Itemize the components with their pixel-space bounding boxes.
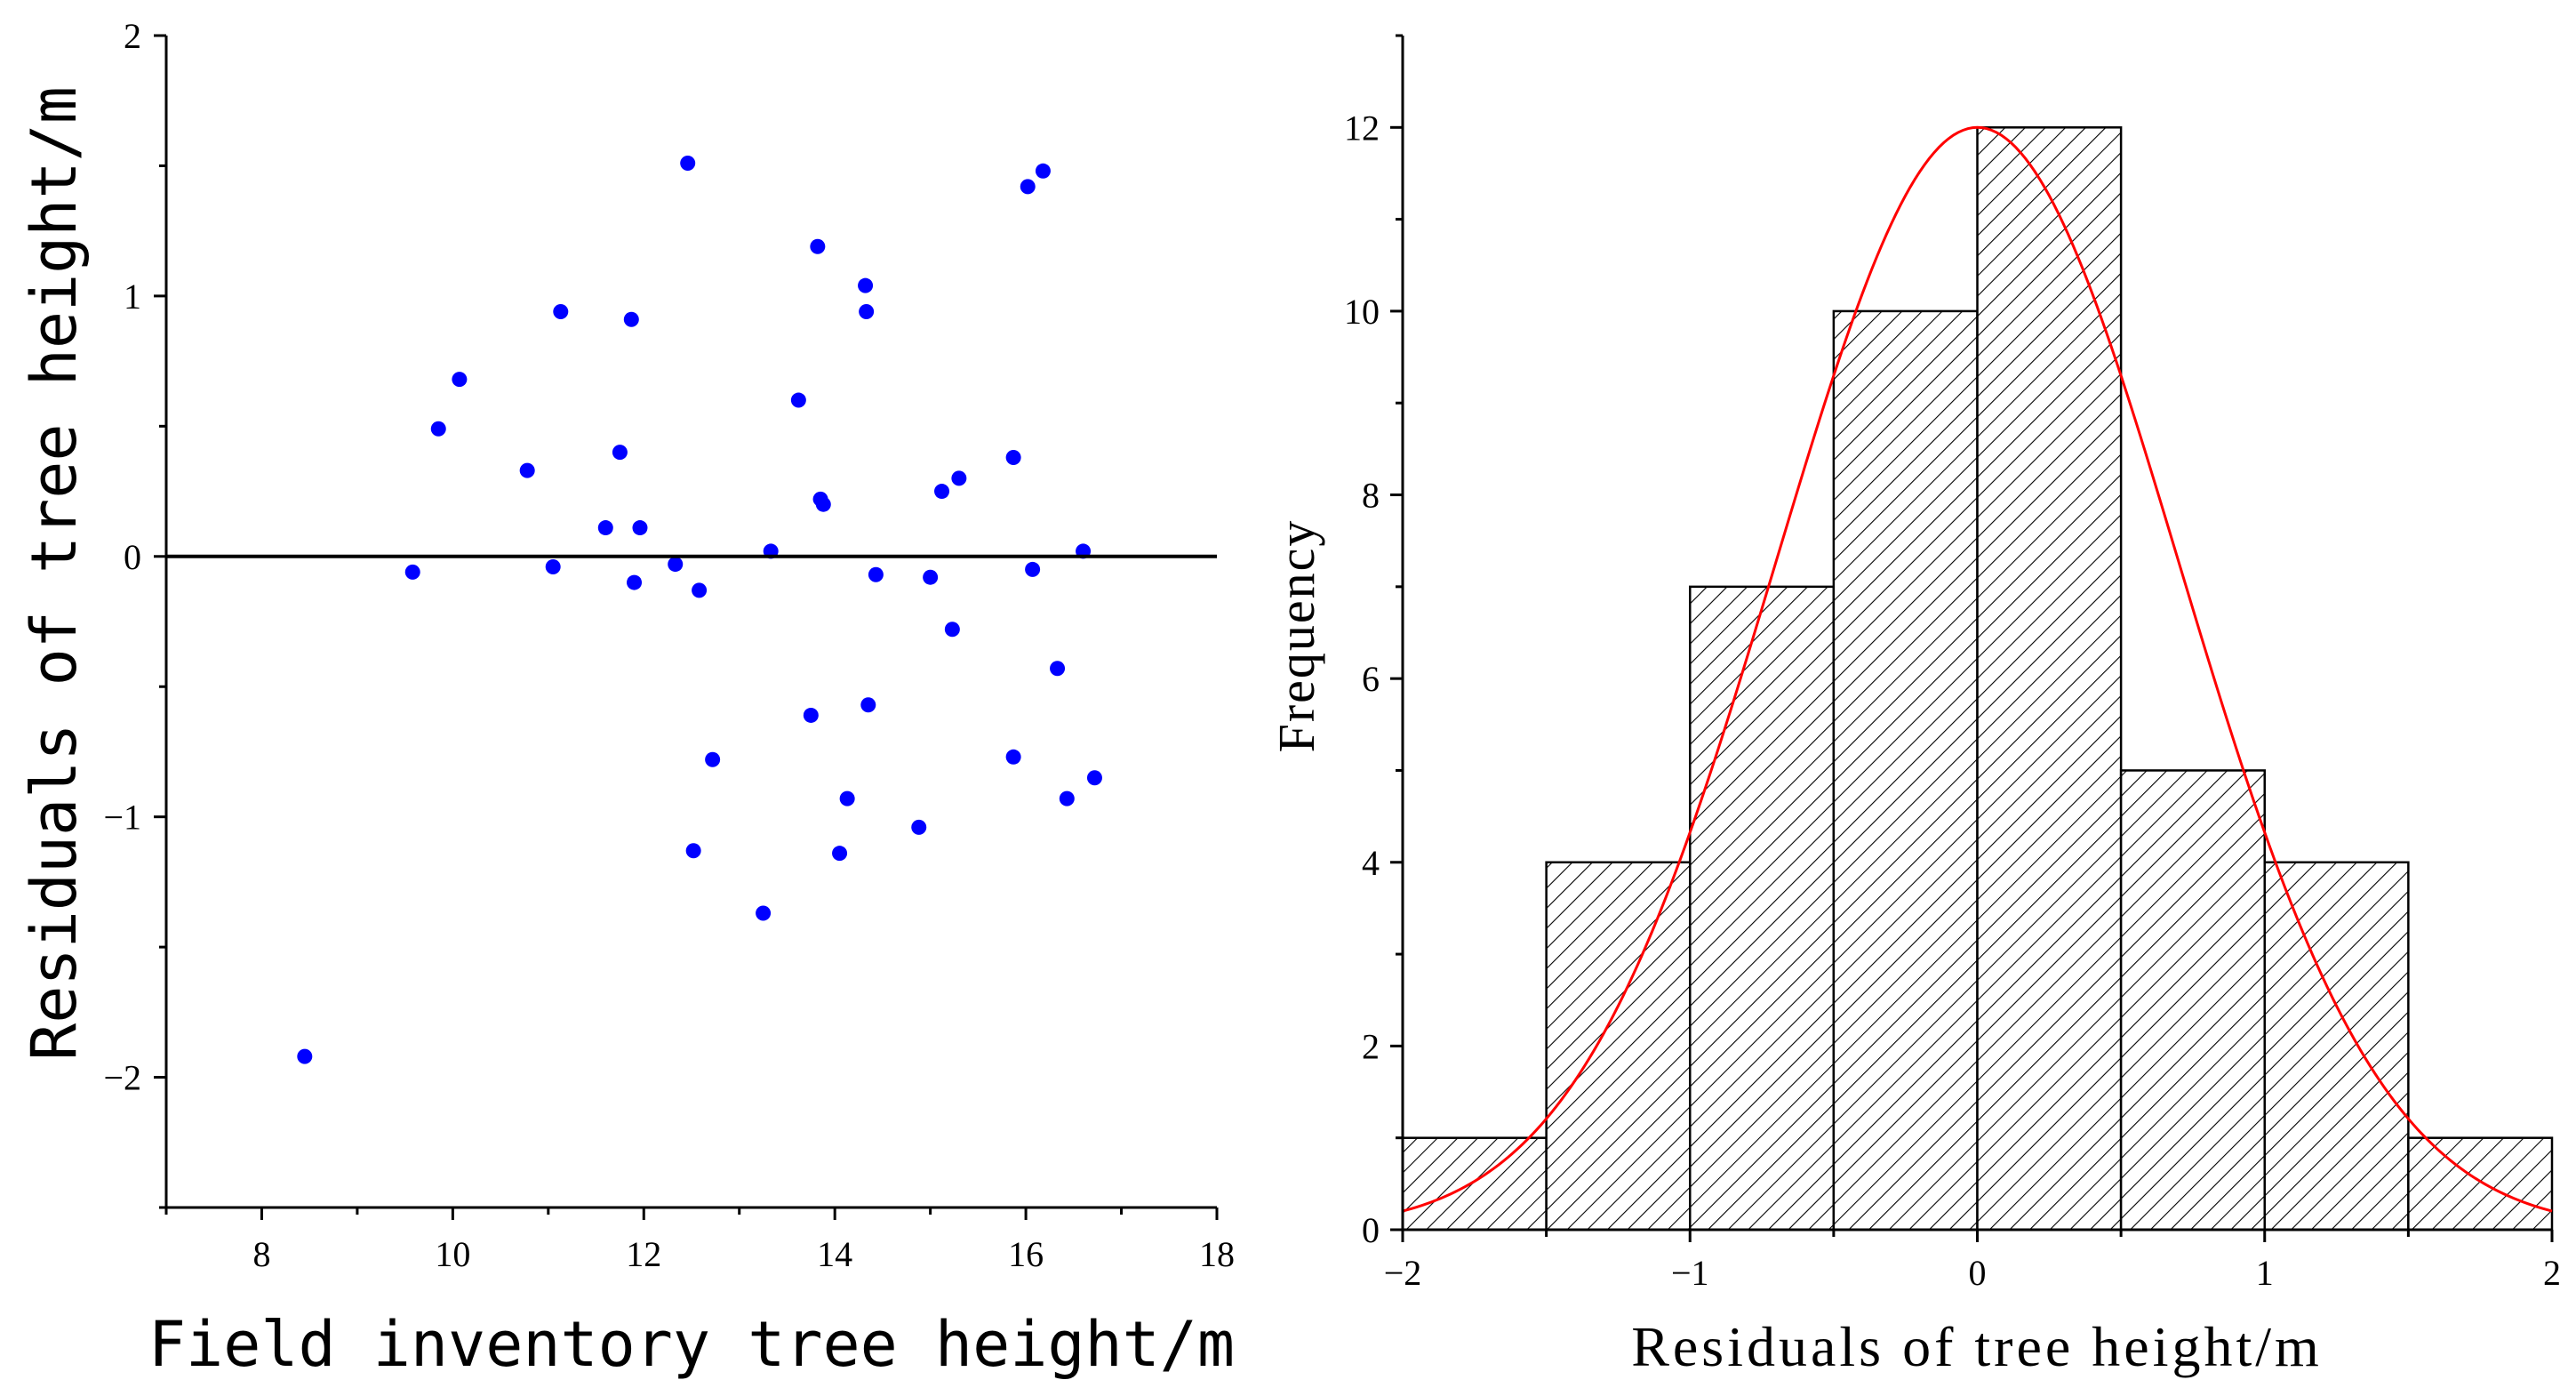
histogram-bar (1976, 126, 2123, 1232)
scatter-point (668, 557, 684, 573)
histogram-bar (2119, 769, 2266, 1232)
scatter-point (1086, 770, 1102, 786)
histogram-y-ticks: 0 2 4 6 8 10 12 (1344, 34, 1403, 1250)
scatter-y-tick-label: 0 (124, 537, 141, 577)
scatter-point (632, 520, 648, 536)
histogram-bar (2407, 1136, 2554, 1232)
scatter-point (545, 558, 561, 574)
histogram-y-tick-label: 8 (1362, 476, 1380, 516)
scatter-point (430, 421, 446, 437)
scatter-point (832, 846, 848, 862)
scatter-point (923, 569, 939, 585)
normal-fit-curve (1402, 125, 2553, 1213)
scatter-x-tick-label: 18 (1199, 1234, 1235, 1274)
scatter-point (627, 574, 643, 590)
scatter-point (951, 470, 967, 486)
scatter-y-tick-label: 2 (124, 16, 141, 56)
histogram-x-tick-label: 2 (2543, 1253, 2561, 1293)
scatter-point (1005, 449, 1021, 465)
scatter-point (944, 622, 960, 638)
histogram-bar (1401, 1136, 1548, 1232)
scatter-point (860, 697, 876, 713)
histogram-y-axis-title: Frequency (1268, 519, 1325, 753)
scatter-point (803, 707, 819, 723)
histogram-y-tick-label: 6 (1362, 659, 1380, 699)
histogram-y-tick-label: 4 (1362, 843, 1380, 883)
scatter-point (1050, 661, 1066, 677)
scatter-point (858, 277, 874, 293)
scatter-point (597, 520, 613, 536)
scatter-point (790, 392, 806, 408)
scatter-point (756, 905, 772, 921)
scatter-point (810, 238, 826, 254)
histogram-x-tick-label: −1 (1671, 1253, 1709, 1293)
scatter-point (553, 303, 569, 319)
scatter-points-layer (297, 156, 1102, 1064)
scatter-x-ticks: 8 10 12 14 16 18 (164, 1207, 1235, 1274)
scatter-x-tick-label: 16 (1008, 1234, 1044, 1274)
scatter-point (815, 496, 831, 512)
scatter-x-tick-label: 12 (626, 1234, 661, 1274)
scatter-point (519, 462, 535, 478)
histogram-bars-layer (1401, 126, 2554, 1232)
scatter-point (1059, 790, 1075, 806)
scatter-point (404, 564, 420, 580)
scatter-x-tick-label: 10 (435, 1234, 470, 1274)
scatter-point (680, 156, 696, 172)
histogram-x-tick-label: −2 (1384, 1253, 1422, 1293)
scatter-point (692, 582, 708, 598)
scatter-y-axis-title: Residuals of tree height/m (18, 86, 91, 1061)
scatter-point (612, 445, 628, 461)
scatter-x-axis-title: Field inventory tree height/m (148, 1308, 1235, 1381)
scatter-point (1025, 561, 1041, 577)
scatter-point (1005, 749, 1021, 765)
scatter-point (868, 566, 884, 582)
histogram-bar (2263, 861, 2410, 1232)
scatter-y-tick-label: −1 (103, 798, 141, 838)
histogram-x-tick-label: 1 (2256, 1253, 2274, 1293)
histogram-bar (1832, 309, 1979, 1232)
scatter-x-tick-label: 14 (817, 1234, 852, 1274)
histogram-y-tick-label: 2 (1362, 1026, 1380, 1066)
scatter-point (705, 751, 721, 767)
scatter-point (859, 303, 875, 319)
scatter-point (297, 1048, 313, 1064)
scatter-point (911, 819, 927, 835)
scatter-point (685, 843, 701, 859)
histogram-y-tick-label: 12 (1344, 108, 1380, 148)
histogram-x-ticks: −2 −1 0 1 2 (1384, 1230, 2561, 1293)
scatter-point (839, 790, 855, 806)
scatter-point (452, 372, 468, 388)
histogram-bar (1689, 585, 1836, 1232)
scatter-y-tick-label: −2 (103, 1058, 141, 1098)
histogram-x-tick-label: 0 (1969, 1253, 1987, 1293)
scatter-x-tick-label: 8 (252, 1234, 270, 1274)
histogram-y-tick-label: 10 (1344, 292, 1380, 332)
scatter-point (934, 484, 950, 500)
scatter-point (1020, 179, 1036, 195)
histogram-bar (1545, 861, 1692, 1232)
scatter-point (1035, 163, 1051, 179)
scatter-y-tick-label: 1 (124, 277, 141, 317)
histogram-y-tick-label: 0 (1362, 1210, 1380, 1250)
scatter-y-ticks: −2 −1 0 1 2 (103, 16, 166, 1209)
scatter-axes (164, 36, 1217, 1209)
histogram-x-axis-title: Residuals of tree height/m (1631, 1315, 2323, 1378)
scatter-point (623, 311, 639, 327)
